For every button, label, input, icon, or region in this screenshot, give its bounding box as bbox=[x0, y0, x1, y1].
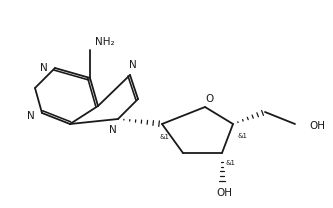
Text: N: N bbox=[129, 60, 137, 70]
Text: NH₂: NH₂ bbox=[95, 37, 115, 47]
Text: &1: &1 bbox=[237, 133, 247, 139]
Text: OH: OH bbox=[309, 121, 325, 131]
Text: N: N bbox=[40, 63, 48, 73]
Text: N: N bbox=[27, 111, 35, 121]
Text: &1: &1 bbox=[226, 160, 236, 166]
Text: O: O bbox=[205, 94, 213, 104]
Text: &1: &1 bbox=[160, 134, 170, 140]
Text: OH: OH bbox=[216, 188, 232, 198]
Text: N: N bbox=[109, 125, 117, 135]
